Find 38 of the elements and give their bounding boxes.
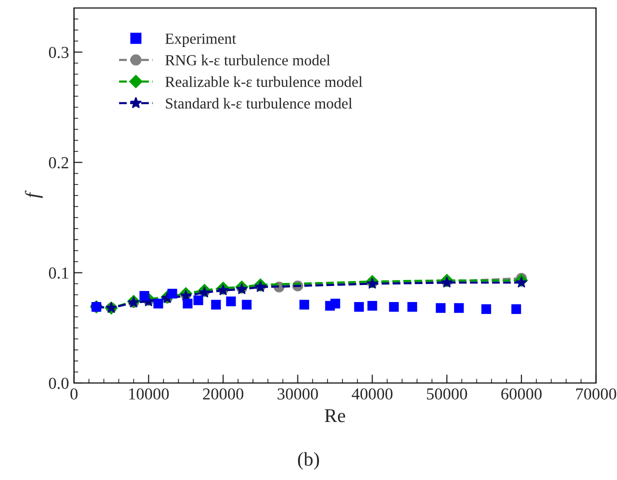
point [211, 300, 221, 310]
point [167, 288, 178, 299]
x-tick-label: 0 [70, 388, 78, 400]
text: (b) [298, 452, 319, 470]
point [330, 298, 340, 308]
point [389, 302, 399, 312]
x-tick-label: 40000 [352, 388, 392, 400]
y-axis-title: f [24, 190, 43, 198]
x-tick-label: 60000 [501, 388, 542, 400]
x-tick-label: 30000 [278, 388, 318, 400]
x-tick-label: 20000 [203, 388, 244, 400]
x-tick-label: 50000 [426, 388, 468, 400]
x-axis-title: Re [324, 409, 346, 422]
point [299, 300, 310, 310]
point [407, 302, 418, 312]
x-tick-label: 10000 [129, 388, 169, 400]
point [226, 296, 236, 306]
point [454, 303, 464, 313]
legend-label: Standard k-ε turbulence model [166, 98, 352, 109]
y-tick-label: 0.1 [48, 267, 68, 279]
point [139, 291, 150, 301]
point [354, 302, 364, 312]
legend-label: RNG k-ε turbulence model [165, 54, 330, 66]
legend-label: Experiment [165, 34, 236, 47]
point [511, 304, 522, 314]
point [481, 304, 492, 314]
point [153, 298, 164, 308]
point [516, 276, 528, 288]
y-tick-label: 0.3 [48, 46, 68, 58]
y-tick-label: 0.0 [48, 378, 69, 390]
x-tick-label: 70000 [576, 388, 616, 400]
point [367, 300, 378, 311]
point [182, 298, 193, 308]
point [193, 295, 204, 306]
legend-label: Realizable k-ε turbulence model [165, 76, 362, 88]
point [242, 300, 252, 310]
y-tick-label: 0.2 [48, 157, 68, 168]
point [436, 303, 446, 313]
